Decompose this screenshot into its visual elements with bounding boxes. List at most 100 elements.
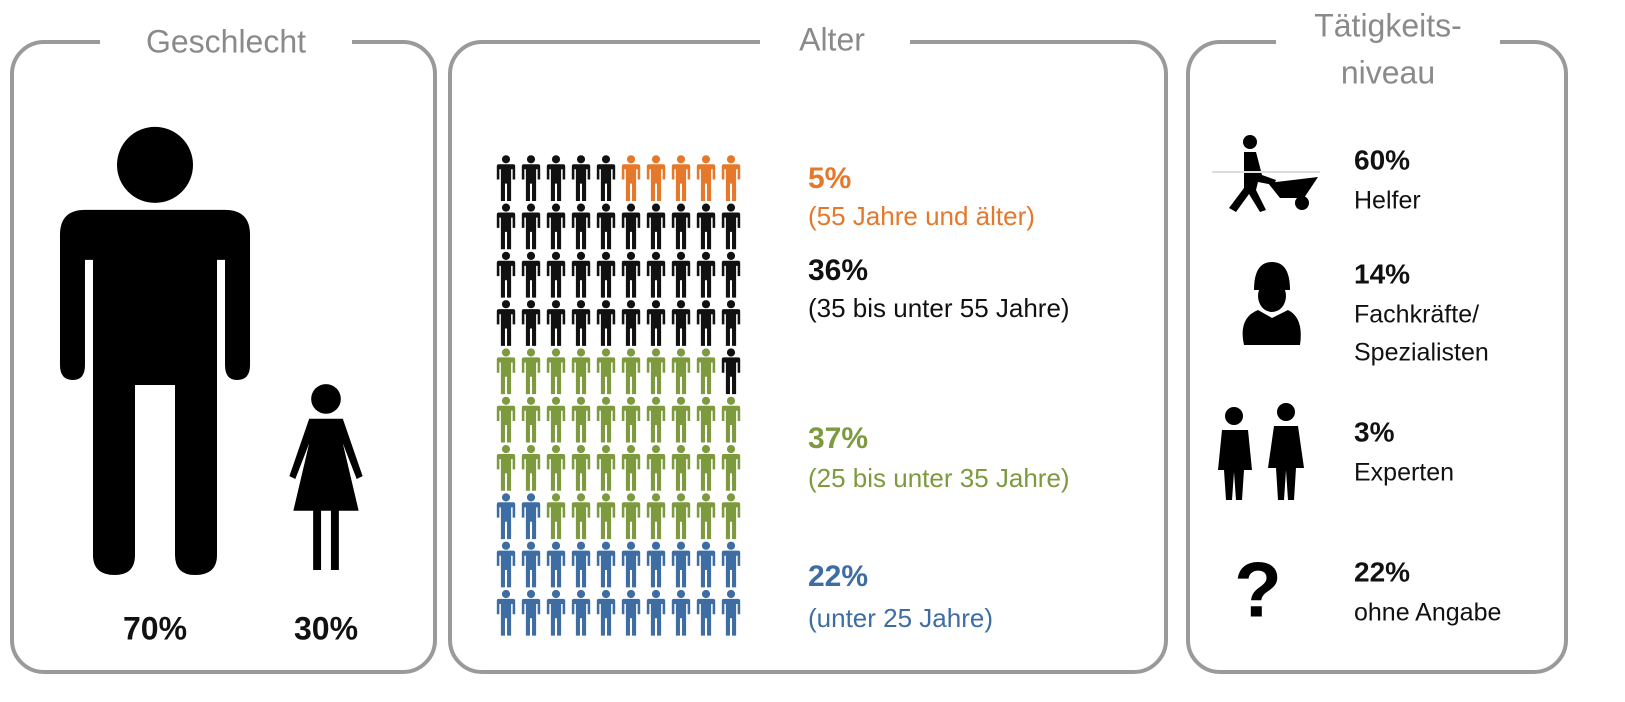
age-icon [572,300,590,346]
age-icon [672,252,690,298]
age-icon [622,204,640,250]
age-icon [647,252,665,298]
panel-title: Geschlecht [146,23,306,59]
age-icon [722,493,740,539]
age-icon [622,155,640,201]
age-icon [522,590,540,636]
age-icon [597,542,615,588]
age-icon [572,155,590,201]
age-icon [697,300,715,346]
age-icon [647,590,665,636]
age-icon [647,204,665,250]
age-icon [547,155,565,201]
age-icon [597,300,615,346]
age-icon [597,252,615,298]
age-icon [722,300,740,346]
age-icon [497,252,515,298]
age-icon [522,155,540,201]
age-icon [522,493,540,539]
age-icon [597,493,615,539]
age-label: (25 bis unter 35 Jahre) [808,463,1070,493]
activity-label: Fachkräfte/ [1354,301,1479,329]
age-icon [697,542,715,588]
age-icon [622,445,640,491]
age-icon [697,445,715,491]
age-icon [722,204,740,250]
activity-label: Spezialisten [1354,339,1489,367]
infographic: Geschlecht Alter Tätigkeits- niveau ? 70… [0,0,1625,702]
age-label: (unter 25 Jahre) [808,603,993,633]
age-icon [622,300,640,346]
age-icon [697,204,715,250]
activity-label: ohne Angabe [1354,599,1501,627]
age-icon [497,590,515,636]
age-icon [497,348,515,394]
age-value: 22% [808,560,868,593]
age-icon [497,300,515,346]
activity-value: 22% [1354,556,1410,587]
age-icon [497,445,515,491]
age-icon [672,542,690,588]
age-icon [547,542,565,588]
age-value: 36% [808,254,868,287]
age-icon [722,397,740,443]
age-label: (35 bis unter 55 Jahre) [808,293,1070,323]
age-icon [622,252,640,298]
age-icon [522,300,540,346]
gender-value: 30% [294,610,358,646]
age-icon [522,252,540,298]
age-icon [647,493,665,539]
gender-figure [60,127,250,575]
age-icon [522,204,540,250]
age-icon [697,397,715,443]
age-icon [722,252,740,298]
age-icon [597,348,615,394]
age-icon [622,493,640,539]
age-icon [522,348,540,394]
age-icon [547,252,565,298]
age-icon [722,590,740,636]
age-icon [547,300,565,346]
age-icon [672,155,690,201]
age-icon [547,397,565,443]
age-icon [547,445,565,491]
panel-title: Alter [799,21,865,57]
age-icon [597,397,615,443]
age-icon [572,542,590,588]
age-icon [522,542,540,588]
age-icon [572,590,590,636]
age-icon [522,445,540,491]
helper-icon [1212,135,1320,212]
age-icon [722,542,740,588]
age-icon [647,348,665,394]
age-icon [722,445,740,491]
age-icon [547,493,565,539]
age-icon [497,155,515,201]
age-icon [522,397,540,443]
age-icon [547,348,565,394]
age-icon [647,300,665,346]
age-icon [497,397,515,443]
activity-label: Helfer [1354,187,1421,215]
activity-label: Experten [1354,459,1454,487]
age-icon [672,397,690,443]
age-icon [622,542,640,588]
age-icon [697,252,715,298]
age-value: 37% [808,422,868,455]
age-icon [497,542,515,588]
age-icon [672,204,690,250]
gender-figure [289,384,362,570]
age-icon [597,204,615,250]
gender-value: 70% [123,610,187,646]
age-icon [647,542,665,588]
age-icon [547,590,565,636]
age-icon [597,590,615,636]
age-icon [597,445,615,491]
age-icon [697,155,715,201]
age-icon [647,155,665,201]
experts-icon [1218,403,1304,500]
age-icon [722,348,740,394]
age-icon [722,155,740,201]
age-icon [622,590,640,636]
age-icon [572,445,590,491]
